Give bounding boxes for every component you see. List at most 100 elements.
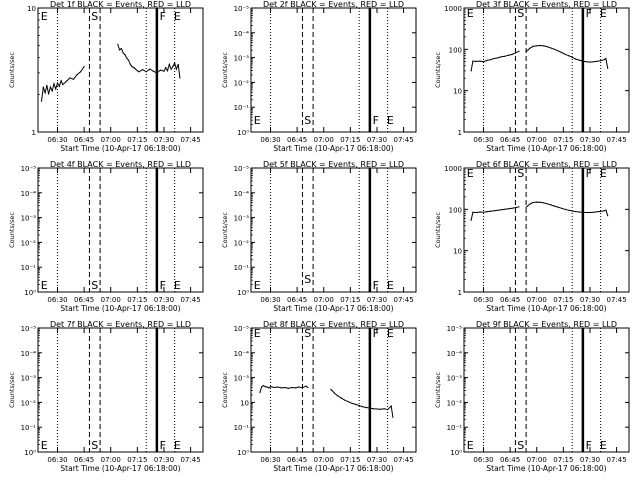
y-tick-label: 10⁻⁴ (21, 350, 37, 358)
data-point (475, 211, 477, 214)
data-point (42, 86, 44, 88)
y-tick-label: 1 (458, 289, 462, 297)
plot-frame (37, 167, 204, 293)
data-point (136, 70, 138, 72)
data-point (177, 63, 179, 65)
marker-e2: E (387, 114, 394, 127)
data-point (564, 53, 566, 55)
data-point (172, 66, 174, 68)
data-point (80, 71, 82, 73)
data-point (149, 68, 151, 70)
data-point (585, 61, 588, 63)
data-point (301, 387, 304, 389)
marker-e1: E (254, 114, 261, 127)
panel-title: Det 7f BLACK = Events, RED = LLD (50, 320, 191, 329)
data-point (529, 47, 531, 50)
data-point (553, 205, 556, 207)
x-axis-label: Start Time (10-Apr-17 06:18:00) (60, 304, 180, 313)
panel-det-2: Det 2f BLACK = Events, RED = LLD 10⁰ 10⁻¹ 1… (221, 0, 417, 153)
marker-e1: E (41, 279, 48, 292)
y-tick-label: 10 (27, 5, 36, 13)
y-tick-label: 1 (32, 129, 36, 137)
y-tick-label: 10⁻⁵ (234, 5, 250, 13)
data-point (543, 202, 545, 204)
y-tick-label: 10⁻² (234, 239, 250, 247)
data-point (269, 386, 272, 388)
events-series-line (330, 389, 394, 418)
marker-e1: E (41, 439, 48, 452)
x-tick-label: 07:45 (393, 296, 413, 304)
y-tick-label: 10⁻⁵ (447, 325, 463, 333)
data-point (163, 70, 165, 72)
marker-e1: E (467, 167, 474, 180)
data-point (553, 48, 556, 50)
data-point (561, 51, 563, 54)
y-tick-label: 10⁻³ (21, 375, 37, 383)
data-point (307, 386, 309, 389)
data-point (119, 49, 121, 51)
marker-f: F (586, 7, 592, 20)
y-axis-label: Counts/sec (8, 52, 16, 88)
panel-title: Det 3f BLACK = Events, RED = LLD (476, 0, 617, 9)
y-tick-label: 10⁻⁴ (447, 350, 463, 358)
data-point (56, 82, 59, 84)
x-tick-label: 07:15 (340, 456, 360, 464)
x-tick-label: 06:45 (287, 296, 307, 304)
data-point (156, 72, 158, 74)
y-tick-label: 10⁻¹ (234, 104, 250, 112)
data-point (40, 100, 43, 102)
plot-frame (463, 7, 630, 133)
data-point (605, 209, 607, 211)
x-tick-label: 07:45 (606, 456, 626, 464)
data-point (543, 45, 545, 47)
data-point (284, 386, 286, 389)
x-tick-label: 07:45 (606, 136, 626, 144)
data-point (348, 401, 350, 403)
data-point (536, 201, 538, 203)
data-point (507, 54, 509, 56)
data-point (165, 67, 167, 69)
data-point (62, 84, 64, 86)
y-tick-label: 10⁻⁵ (21, 165, 37, 173)
marker-f: F (373, 279, 379, 292)
data-point (355, 403, 357, 405)
data-point (518, 50, 520, 52)
x-axis-label: Start Time (10-Apr-17 06:18:00) (273, 464, 393, 473)
data-point (170, 68, 172, 70)
y-tick-label: 10⁻² (234, 79, 250, 87)
data-point (575, 211, 577, 213)
panel-det-9: Det 9f BLACK = Events, RED = LLD 10⁰ 10⁻¹ 1… (434, 320, 630, 473)
panel-title: Det 4f BLACK = Events, RED = LLD (50, 160, 191, 169)
panel-grid: Det 1f BLACK = Events, RED = LLD 1 10 06:30… (8, 0, 630, 473)
data-point (48, 93, 50, 95)
data-point (65, 80, 67, 82)
x-tick-label: 06:45 (287, 136, 307, 144)
x-tick-label: 07:00 (314, 136, 334, 144)
x-tick-label: 06:30 (260, 296, 280, 304)
data-point (550, 204, 552, 206)
panel-det-5: Det 5f BLACK = Events, RED = LLD 10⁰ 10⁻¹ 1… (221, 160, 417, 313)
data-point (497, 57, 499, 59)
y-axis-label: Counts/sec (221, 212, 229, 248)
data-point (500, 209, 502, 211)
y-tick-label: 1000 (444, 5, 462, 13)
data-point (493, 57, 495, 60)
y-tick-label: 10⁻⁵ (234, 165, 250, 173)
data-point (330, 388, 332, 390)
x-axis-label: Start Time (10-Apr-17 06:18:00) (486, 464, 606, 473)
data-point (539, 44, 541, 47)
y-tick-label: 10⁰ (237, 289, 249, 297)
y-axis-label: Counts/sec (434, 52, 442, 88)
plot-frame (37, 7, 204, 133)
data-point (482, 211, 485, 213)
data-point (337, 395, 339, 397)
y-tick-label: 10 (240, 399, 249, 407)
x-tick-label: 07:30 (367, 136, 387, 144)
data-point (486, 211, 488, 213)
data-point (55, 88, 57, 90)
data-point (127, 59, 130, 61)
x-tick-label: 07:15 (127, 136, 147, 144)
data-point (369, 407, 371, 409)
data-point (126, 57, 128, 59)
